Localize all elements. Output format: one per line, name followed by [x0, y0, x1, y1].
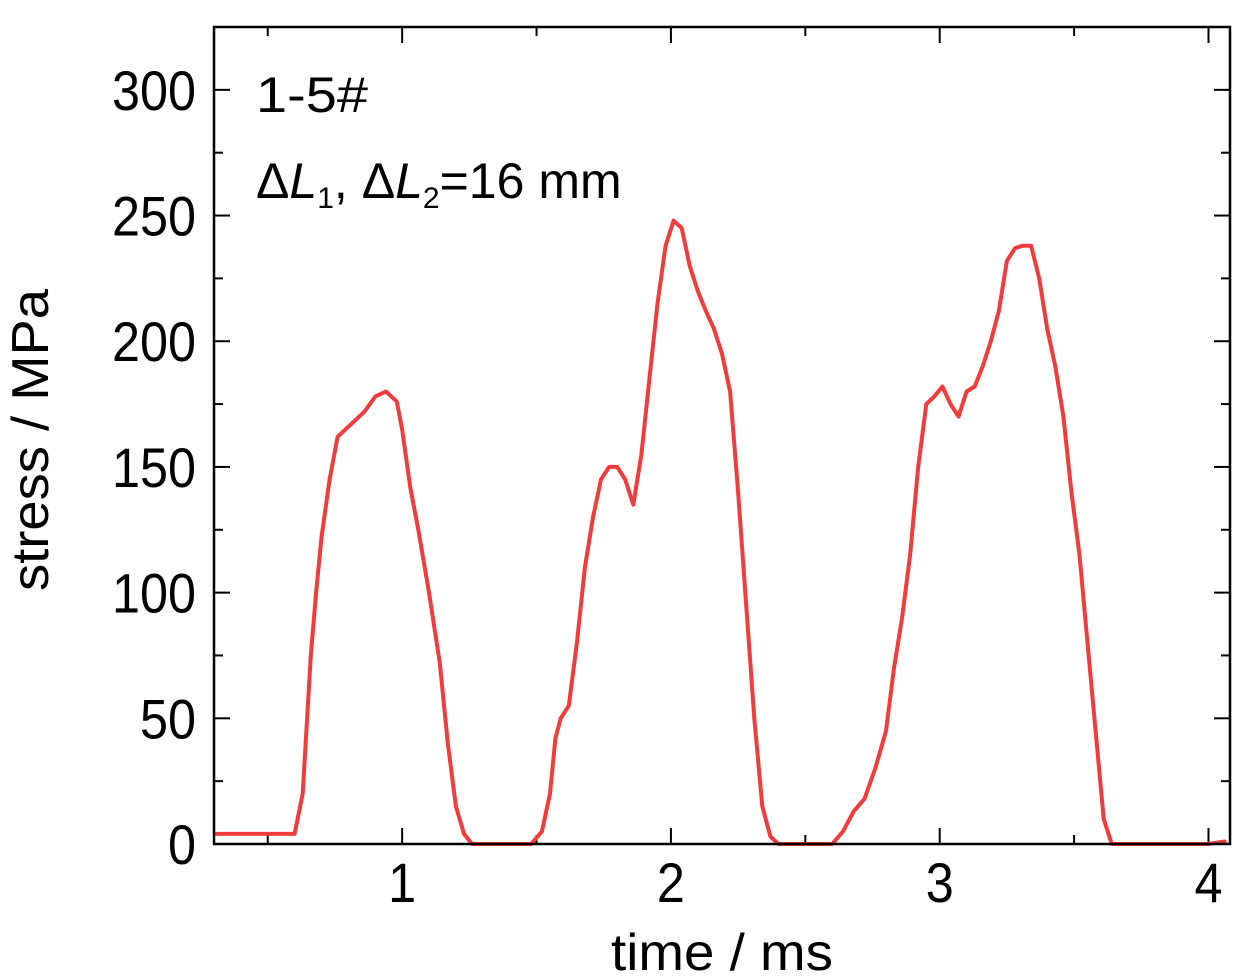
x-tick-label: 1 — [388, 851, 416, 914]
length-symbol: L — [289, 153, 317, 209]
subscript-1: 1 — [317, 182, 334, 215]
tick-labels-layer: 1 2 3 4 0 50 100 150 200 250 300 — [112, 59, 1222, 914]
y-tick-label: 50 — [140, 687, 196, 750]
y-axis-title: stress / MPa — [2, 289, 60, 591]
length-annotation: ΔL1, ΔL2=16 mm — [256, 153, 622, 215]
x-tick-label: 2 — [657, 851, 685, 914]
y-tick-label: 200 — [112, 310, 196, 373]
length-symbol-2: L — [395, 153, 423, 209]
x-tick-label: 4 — [1194, 851, 1222, 914]
y-tick-label: 0 — [168, 813, 196, 876]
y-tick-label: 300 — [112, 59, 196, 122]
specimen-annotation: 1-5# — [256, 67, 368, 123]
y-tick-label: 100 — [112, 562, 196, 625]
delta-symbol: Δ — [256, 153, 289, 209]
plot-frame — [212, 25, 1232, 846]
ticks-layer — [214, 26, 1230, 845]
subscript-2: 2 — [423, 182, 440, 215]
separator: , — [334, 153, 362, 209]
x-tick-label: 3 — [926, 851, 954, 914]
delta-symbol-2: Δ — [362, 153, 395, 209]
x-axis-title: time / ms — [611, 924, 833, 976]
stress-series-line — [214, 218, 1227, 846]
length-value: =16 mm — [440, 153, 622, 209]
y-tick-label: 150 — [112, 436, 196, 499]
y-tick-label: 250 — [112, 185, 196, 248]
